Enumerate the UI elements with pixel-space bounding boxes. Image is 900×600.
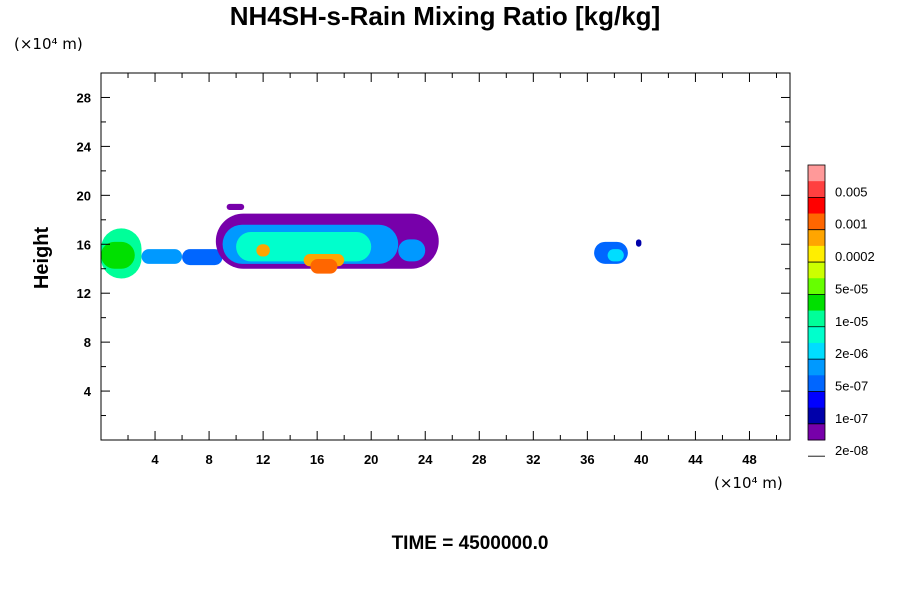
y-axis-unit: (×10⁴ m) [14, 35, 83, 53]
y-tick-label: 16 [77, 237, 91, 252]
data-region-9 [310, 258, 338, 274]
colorbar-label: 5e-05 [835, 281, 868, 296]
data-region-11 [226, 203, 245, 211]
data-region-2 [141, 249, 183, 264]
data-region-1 [101, 241, 135, 269]
colorbar-segment [808, 407, 825, 425]
colorbar-segment [808, 213, 825, 231]
colorbar-segment [808, 391, 825, 409]
plot-frame [100, 72, 791, 441]
y-tick-label: 24 [77, 139, 92, 154]
y-axis-label: Height [31, 227, 53, 290]
data-region-6 [236, 232, 372, 262]
colorbar-segment [808, 165, 825, 182]
colorbar-segment [808, 229, 825, 247]
colorbar-label: 5e-07 [835, 378, 868, 393]
colorbar-frame [807, 164, 826, 441]
colorbar-segment [808, 359, 825, 376]
colorbar-segment [808, 423, 825, 441]
x-tick-label: 16 [310, 452, 324, 467]
x-tick-label: 40 [634, 452, 648, 467]
colorbar-label: 0.001 [835, 217, 868, 232]
data-region-13 [607, 249, 624, 262]
x-axis-unit: (×10⁴ m) [714, 474, 783, 492]
colorbar: 0.005 0.001 0.0002 5e-05 1e-05 2e-06 5e-07 1e-0… [807, 164, 875, 458]
y-tick-label: 4 [84, 384, 92, 399]
x-tick-label: 36 [580, 452, 594, 467]
colorbar-segment [808, 310, 825, 328]
y-tick-label: 20 [77, 188, 91, 203]
x-tick-label: 32 [526, 452, 540, 467]
colorbar-segment [808, 294, 825, 312]
x-tick-label: 24 [418, 452, 433, 467]
colorbar-label: 2e-06 [835, 346, 868, 361]
x-tick-label: 8 [205, 452, 212, 467]
colorbar-label: 0.0002 [835, 249, 875, 264]
colorbar-label: 2e-08 [835, 443, 868, 458]
colorbar-segment [808, 375, 825, 392]
y-tick-label: 12 [77, 286, 91, 301]
data-region-3 [182, 249, 223, 266]
colorbar-segment [808, 342, 825, 360]
x-tick-label: 4 [151, 452, 159, 467]
colorbar-segment [808, 181, 825, 198]
colorbar-label: 1e-05 [835, 314, 868, 329]
y-tick-label: 8 [84, 335, 91, 350]
data-region-10 [398, 239, 426, 262]
x-tick-label: 20 [364, 452, 378, 467]
colorbar-label: 0.005 [835, 184, 868, 199]
colorbar-segment [808, 262, 825, 279]
colorbar-segment [808, 278, 825, 295]
time-label: TIME = 4500000.0 [392, 533, 549, 554]
colorbar-segment [808, 197, 825, 215]
chart-title: NH4SH-s-Rain Mixing Ratio [kg/kg] [230, 1, 660, 31]
plot-data [101, 203, 642, 279]
data-region-7 [256, 244, 270, 257]
y-tick-label: 28 [77, 90, 91, 105]
x-tick-label: 12 [256, 452, 270, 467]
data-region-14 [635, 239, 642, 247]
x-tick-label: 28 [472, 452, 486, 467]
x-tick-label: 44 [688, 452, 703, 467]
colorbar-segment [808, 326, 825, 344]
colorbar-segment [808, 245, 825, 263]
x-tick-label: 48 [742, 452, 756, 467]
colorbar-label: 1e-07 [835, 411, 868, 426]
